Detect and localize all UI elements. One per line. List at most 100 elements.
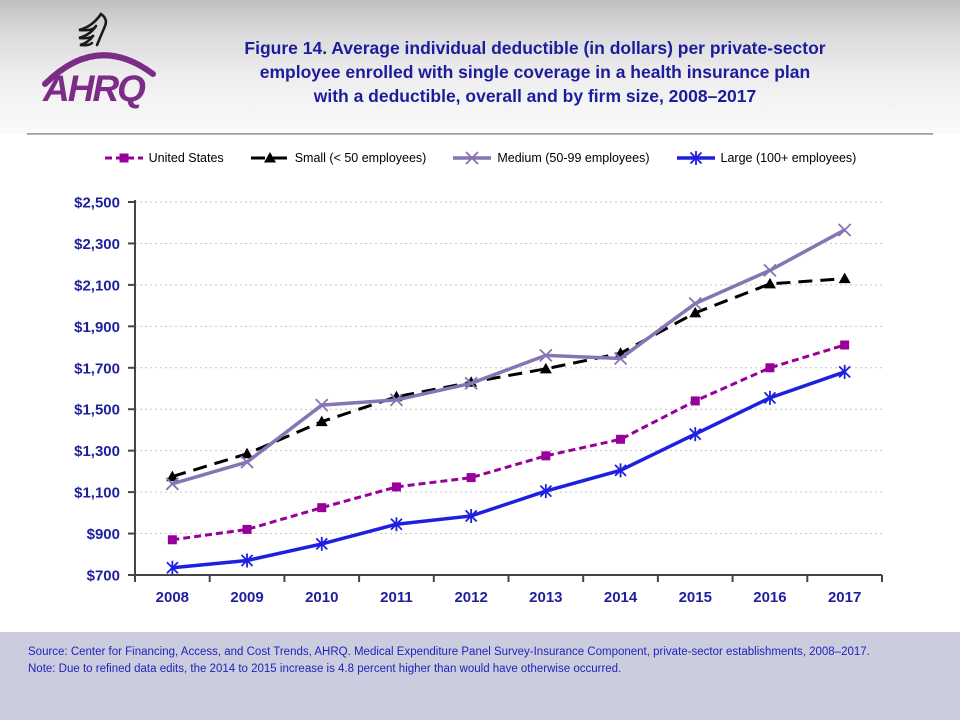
data-point-square bbox=[391, 482, 401, 492]
data-point-square bbox=[840, 340, 850, 350]
data-point-x bbox=[763, 263, 777, 278]
data-point-asterisk bbox=[539, 484, 552, 499]
x-tick-label: 2010 bbox=[305, 589, 338, 606]
ahrq-logo-text: AHRQ bbox=[42, 68, 146, 109]
data-point-x bbox=[838, 223, 852, 237]
legend-item-small-50-employees: Small (< 50 employees) bbox=[250, 150, 427, 166]
deductible-line-chart: $700 $900 $1,100 $1,300 $1,500 $1,700 $1,900 $2… bbox=[74, 195, 883, 606]
series-line-medium-50-99-employees bbox=[171, 228, 846, 486]
series-line-small-50-employees bbox=[171, 277, 845, 479]
legend-marker-small-50-employees bbox=[250, 152, 289, 163]
legend-marker-united-states bbox=[104, 153, 143, 163]
data-point-asterisk bbox=[240, 553, 254, 568]
data-point-x bbox=[465, 151, 479, 165]
data-point-x bbox=[464, 376, 478, 390]
data-point-x bbox=[539, 348, 553, 362]
data-point-x bbox=[613, 351, 628, 366]
x-tick-label: 2016 bbox=[753, 589, 786, 606]
y-tick-label: $900 bbox=[87, 526, 120, 543]
legend-item-large-100-employees: Large (100+ employees) bbox=[676, 150, 857, 166]
x-tick-label: 2013 bbox=[529, 589, 562, 606]
data-point-x bbox=[389, 393, 404, 407]
series-small-50-employees bbox=[166, 272, 851, 482]
x-tick-label: 2011 bbox=[380, 589, 413, 606]
data-point-triangle bbox=[689, 306, 702, 318]
hhs-eagle-icon bbox=[78, 12, 108, 47]
data-edit-note: Note: Due to refined data edits, the 201… bbox=[28, 662, 622, 675]
data-point-square bbox=[616, 434, 626, 444]
data-point-x bbox=[165, 477, 179, 491]
y-tick-label: $1,500 bbox=[74, 402, 120, 419]
source-note: Source: Center for Financing, Access, an… bbox=[28, 646, 870, 658]
y-tick-label: $1,700 bbox=[74, 360, 120, 377]
data-point-asterisk bbox=[614, 463, 627, 478]
data-point-x bbox=[315, 398, 329, 412]
series-medium-50-99-employees bbox=[165, 223, 852, 491]
data-point-square bbox=[765, 363, 775, 373]
legend-item-medium-50-99-employees: Medium (50-99 employees) bbox=[452, 150, 650, 166]
header-divider bbox=[27, 133, 933, 135]
axes bbox=[134, 200, 882, 576]
data-point-triangle bbox=[838, 272, 851, 284]
y-tick-label: $1,300 bbox=[74, 443, 120, 460]
data-point-x bbox=[240, 455, 254, 469]
data-point-triangle bbox=[763, 277, 776, 289]
x-tick-label: 2017 bbox=[828, 589, 861, 606]
figure-title-line1: Figure 14. Average individual deductible… bbox=[244, 38, 826, 58]
data-point-square bbox=[119, 153, 129, 163]
x-tick-label: 2015 bbox=[679, 589, 712, 606]
data-point-triangle bbox=[166, 470, 179, 482]
x-tick-label: 2012 bbox=[454, 589, 487, 606]
data-point-x bbox=[688, 296, 702, 311]
data-point-asterisk bbox=[689, 427, 702, 442]
legend-label-medium-50-99-employees: Medium (50-99 employees) bbox=[497, 151, 650, 165]
figure-title-line3: with a deductible, overall and by firm s… bbox=[313, 86, 757, 106]
data-point-asterisk bbox=[390, 517, 403, 532]
x-tick-label: 2009 bbox=[230, 589, 263, 606]
data-point-asterisk bbox=[315, 536, 328, 551]
data-point-triangle bbox=[539, 362, 552, 374]
legend-label-small-50-employees: Small (< 50 employees) bbox=[294, 151, 427, 165]
chart-legend: United States Small (< 50 employees) Mediu… bbox=[0, 150, 960, 166]
series-large-100-employees bbox=[166, 364, 851, 575]
data-point-square bbox=[541, 451, 551, 461]
data-point-triangle bbox=[263, 152, 276, 163]
figure-title-line2: employee enrolled with single coverage i… bbox=[259, 62, 811, 82]
legend-marker-large-100-employees bbox=[676, 151, 715, 165]
data-point-asterisk bbox=[465, 508, 478, 523]
series-united-states bbox=[167, 340, 850, 545]
data-point-triangle bbox=[315, 415, 328, 427]
y-tick-label: $2,500 bbox=[74, 195, 120, 212]
y-tick-label: $1,100 bbox=[74, 485, 120, 502]
data-point-asterisk bbox=[838, 364, 851, 379]
footer-band: Source: Center for Financing, Access, an… bbox=[0, 632, 960, 720]
data-point-square bbox=[242, 524, 252, 534]
x-tick-label: 2014 bbox=[604, 589, 638, 606]
data-point-square bbox=[466, 473, 476, 483]
data-point-square bbox=[317, 503, 327, 513]
legend-marker-medium-50-99-employees bbox=[453, 151, 492, 165]
x-axis: 2008 2009 2010 2011 2012 2013 2014 2015 2016 2017 bbox=[134, 575, 883, 606]
ahrq-logo: AHRQ bbox=[35, 4, 165, 116]
data-point-asterisk bbox=[166, 560, 179, 575]
y-tick-label: $1,900 bbox=[74, 319, 120, 336]
data-point-square bbox=[167, 535, 177, 545]
data-point-asterisk bbox=[763, 390, 777, 405]
header-band: AHRQ Figure 14. Average individual deduc… bbox=[0, 0, 960, 134]
legend-item-united-states: United States bbox=[104, 150, 224, 166]
series-line-united-states bbox=[172, 343, 846, 542]
data-point-triangle bbox=[241, 447, 254, 459]
legend-label-united-states: United States bbox=[148, 151, 224, 165]
x-tick-label: 2008 bbox=[156, 589, 189, 606]
ahrq-swoosh bbox=[42, 52, 156, 87]
y-axis: $700 $900 $1,100 $1,300 $1,500 $1,700 $1,900 $2… bbox=[74, 195, 135, 585]
figure-title: Figure 14. Average individual deductible… bbox=[165, 36, 905, 108]
y-tick-label: $2,100 bbox=[74, 277, 120, 294]
y-tick-label: $700 bbox=[87, 568, 120, 585]
data-point-asterisk bbox=[689, 151, 702, 165]
data-point-square bbox=[690, 396, 700, 406]
y-tick-label: $2,300 bbox=[74, 236, 120, 253]
series-line-large-100-employees bbox=[172, 370, 846, 570]
legend-label-large-100-employees: Large (100+ employees) bbox=[720, 151, 857, 165]
